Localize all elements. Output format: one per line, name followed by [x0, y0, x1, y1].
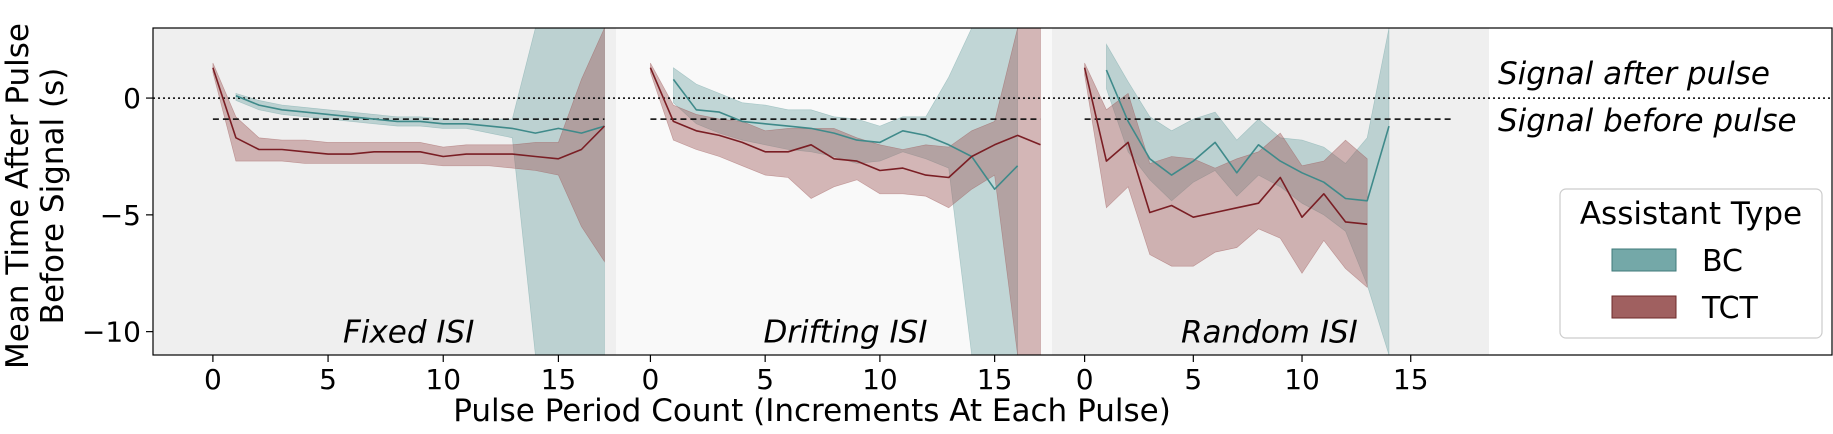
line-tct-drifting-isi [649, 67, 1041, 179]
y-axis: 0 −5 −10 [82, 82, 153, 349]
panel-label-fixed-isi: Fixed ISI [343, 315, 474, 351]
x-tick-label-random-isi-15: 15 [1393, 363, 1429, 396]
panel-background-drifting-isi [616, 28, 1052, 355]
annotation-signal-after: Signal after pulse [1498, 56, 1770, 92]
legend-label-bc: BC [1702, 244, 1743, 279]
x-tick-label-fixed-isi-15: 15 [541, 363, 577, 396]
line-bc-fixed-isi [235, 94, 605, 134]
plot-frame [152, 27, 1833, 356]
line-bc-drifting-isi [672, 78, 1019, 190]
y-tick-label-1: −5 [100, 199, 141, 232]
legend-title: Assistant Type [1580, 196, 1802, 232]
annotation-signal-before: Signal before pulse [1498, 103, 1797, 139]
y-tick-label-0: 0 [123, 82, 141, 115]
panel-label-random-isi: Random ISI [1181, 315, 1358, 351]
x-tick-label-drifting-isi-0: 0 [642, 363, 660, 396]
line-tct-fixed-isi [212, 67, 606, 160]
x-tick-label-fixed-isi-5: 5 [319, 363, 337, 396]
x-tick-label-random-isi-5: 5 [1184, 363, 1202, 396]
line-tct-random-isi [1083, 67, 1368, 225]
series-lines [212, 67, 1390, 225]
line-bc-random-isi [1105, 69, 1390, 202]
confidence-bands [212, 27, 1390, 356]
band-tct-fixed-isi [212, 27, 605, 263]
x-tick-label-drifting-isi-15: 15 [977, 363, 1013, 396]
panel-label-drifting-isi: Drifting ISI [763, 315, 927, 351]
y-axis-label-line-2: Before Signal (s) [35, 68, 71, 325]
legend: Assistant Type BC TCT [1559, 188, 1823, 339]
band-tct-random-isi [1084, 62, 1368, 288]
panel-backgrounds [153, 28, 1832, 355]
legend-swatch-tct [1611, 295, 1677, 319]
x-tick-label-random-isi-10: 10 [1284, 363, 1320, 396]
y-axis-label-line-1: Mean Time After Pulse [0, 23, 36, 369]
x-tick-label-drifting-isi-10: 10 [862, 363, 898, 396]
y-tick-label-2: −10 [82, 316, 141, 349]
panel-background-random-isi [1052, 28, 1489, 355]
legend-label-tct: TCT [1701, 291, 1759, 326]
panel-labels: Fixed ISI Drifting ISI Random ISI [343, 315, 1358, 351]
legend-swatch-bc [1611, 248, 1677, 272]
x-tick-label-random-isi-0: 0 [1076, 363, 1094, 396]
x-tick-label-drifting-isi-5: 5 [756, 363, 774, 396]
x-tick-label-fixed-isi-0: 0 [204, 363, 222, 396]
x-axis: 0 5 10 15 0 5 10 15 0 5 10 15 [204, 355, 1429, 396]
panel-background-fixed-isi [153, 28, 616, 355]
x-axis-label: Pulse Period Count (Increments At Each P… [453, 393, 1171, 429]
x-tick-label-fixed-isi-10: 10 [425, 363, 461, 396]
